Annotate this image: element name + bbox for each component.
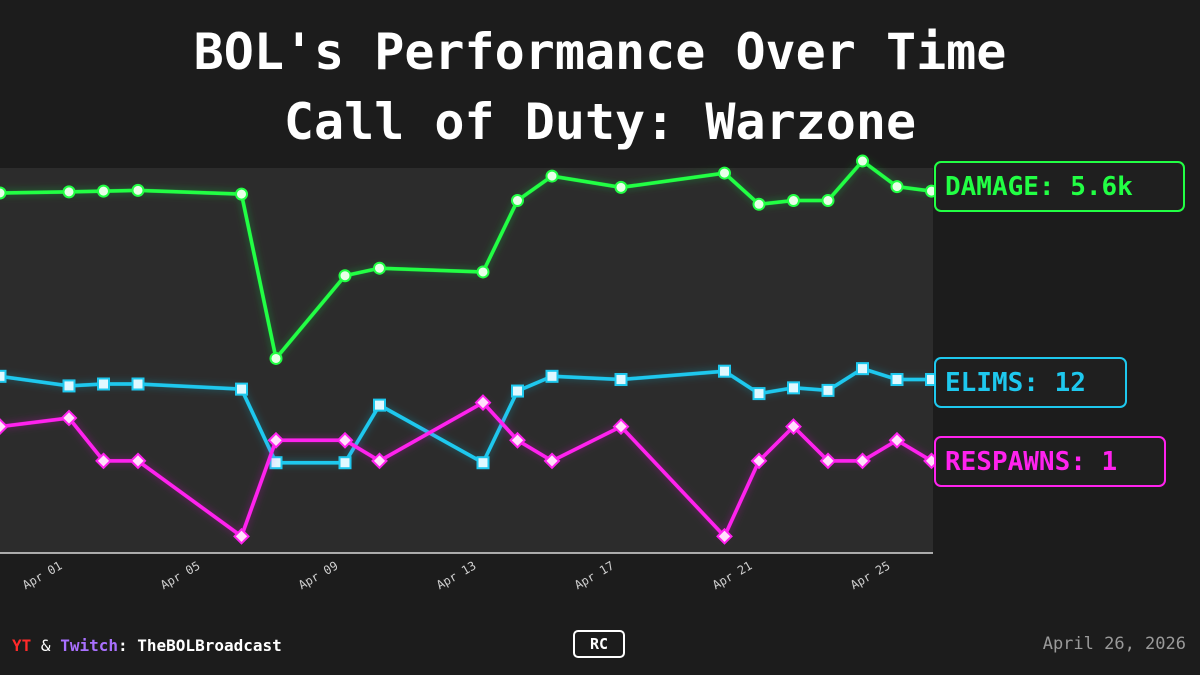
x-tick-label: Apr 21 bbox=[710, 558, 755, 592]
elims-point bbox=[269, 456, 283, 470]
respawns-point bbox=[509, 431, 526, 449]
respawns-point bbox=[267, 431, 285, 449]
elims-point bbox=[97, 377, 110, 391]
respawns-point bbox=[750, 452, 768, 470]
respawns-label-text: RESPAWNS: 1 bbox=[945, 447, 1117, 477]
elims-point bbox=[0, 369, 7, 383]
x-tick-label: Apr 09 bbox=[296, 558, 341, 592]
elims-point bbox=[856, 362, 869, 376]
x-tick-label: Apr 01 bbox=[20, 558, 65, 592]
damage-point bbox=[821, 194, 835, 208]
respawns-point bbox=[95, 452, 112, 470]
ampersand: & bbox=[40, 636, 51, 655]
elims-point bbox=[235, 382, 248, 396]
elims-point bbox=[511, 384, 524, 398]
elims-point bbox=[62, 379, 76, 393]
x-tick-label: Apr 13 bbox=[434, 558, 479, 592]
damage-point bbox=[856, 154, 869, 168]
rc-badge: RC bbox=[573, 630, 625, 658]
twitch-label: Twitch bbox=[60, 636, 118, 655]
damage-point bbox=[511, 194, 524, 208]
elims-label-text: ELIMS: 12 bbox=[945, 368, 1086, 398]
elims-point bbox=[545, 369, 559, 383]
elims-point bbox=[752, 387, 766, 401]
respawns-point bbox=[60, 409, 78, 427]
respawns-point bbox=[612, 418, 630, 435]
elims-point bbox=[718, 364, 731, 378]
elims-point bbox=[890, 373, 904, 387]
respawns-label-border bbox=[934, 436, 1166, 487]
chart-subtitle: Call of Duty: Warzone bbox=[283, 93, 917, 151]
respawns-point bbox=[336, 431, 354, 449]
elims-point bbox=[131, 377, 145, 391]
damage-point bbox=[752, 197, 766, 211]
damage-point bbox=[338, 269, 352, 283]
series-group bbox=[0, 154, 940, 545]
damage-point bbox=[718, 166, 731, 180]
x-tick-label: Apr 05 bbox=[158, 558, 203, 592]
respawns-point bbox=[888, 431, 906, 449]
respawns-label-box: RESPAWNS: 1 bbox=[934, 436, 1166, 487]
respawns-point bbox=[233, 527, 250, 545]
damage-point bbox=[0, 186, 7, 200]
colon: : bbox=[117, 636, 128, 655]
damage-point bbox=[545, 169, 559, 183]
respawns-point bbox=[854, 452, 871, 470]
damage-point bbox=[890, 180, 904, 194]
chart-title: BOL's Performance Over Time bbox=[193, 23, 1007, 81]
respawns-point bbox=[0, 418, 9, 435]
elims-point bbox=[338, 456, 352, 470]
respawns-point bbox=[371, 452, 388, 470]
damage-point bbox=[269, 351, 283, 365]
respawns-point bbox=[716, 527, 733, 545]
respawns-point bbox=[785, 418, 802, 435]
elims-point bbox=[821, 383, 835, 397]
damage-point bbox=[787, 194, 800, 208]
damage-point bbox=[62, 185, 76, 199]
damage-label-border bbox=[934, 161, 1185, 212]
elims-point bbox=[476, 456, 490, 470]
elims-point bbox=[373, 398, 386, 412]
youtube-label: YT bbox=[12, 636, 32, 655]
x-tick-label: Apr 25 bbox=[848, 558, 893, 592]
elims-label-box: ELIMS: 12 bbox=[934, 357, 1127, 408]
footer-date: April 26, 2026 bbox=[1042, 634, 1186, 654]
damage-label-text: DAMAGE: 5.6k bbox=[945, 172, 1133, 202]
damage-point bbox=[476, 265, 490, 279]
damage-point bbox=[97, 184, 110, 198]
social-credits: YT & Twitch: TheBOLBroadcast bbox=[12, 636, 282, 655]
damage-point bbox=[373, 261, 386, 275]
damage-point bbox=[131, 183, 145, 197]
damage-label-box: DAMAGE: 5.6k bbox=[934, 161, 1185, 212]
damage-point bbox=[235, 187, 248, 201]
respawns-point bbox=[819, 452, 837, 470]
plot-area bbox=[0, 168, 933, 553]
respawns-point bbox=[543, 452, 561, 470]
x-tick-label: Apr 17 bbox=[572, 558, 617, 592]
respawns-point bbox=[474, 394, 492, 411]
elims-point bbox=[787, 381, 800, 395]
elims-label-border bbox=[934, 357, 1127, 408]
damage-point bbox=[614, 180, 628, 194]
elims-point bbox=[614, 373, 628, 387]
channel-name: TheBOLBroadcast bbox=[137, 636, 282, 655]
respawns-point bbox=[129, 452, 147, 470]
